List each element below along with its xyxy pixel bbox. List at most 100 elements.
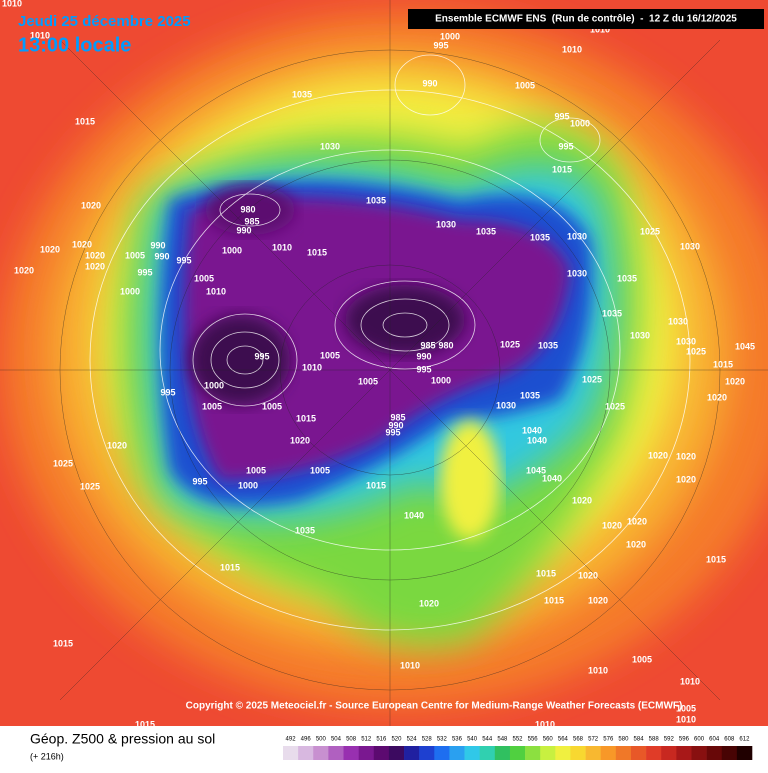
colorbar-cell: [449, 746, 465, 760]
colorbar-cell: [691, 746, 707, 760]
isobar-label: 1020: [572, 495, 592, 505]
isobar-label: 1025: [80, 481, 100, 491]
isobar-label: 1005: [632, 654, 652, 664]
colorbar-label: 504: [331, 737, 342, 743]
isobar-label: 1015: [552, 164, 572, 174]
copyright: Copyright © 2025 Meteociel.fr - Source E…: [186, 701, 683, 712]
isobar-label: 1020: [419, 598, 439, 608]
colorbar-cell: [555, 746, 571, 760]
isobar-label: 990: [388, 420, 403, 430]
colorbar-label: 536: [452, 737, 463, 743]
isobar-label: 1030: [320, 141, 340, 151]
isobar-label: 995: [433, 40, 448, 50]
colorbar-cell: [721, 746, 738, 760]
colorbar-label: 548: [497, 737, 508, 743]
isobar-label: 1010: [590, 24, 610, 34]
isobar-label: 1020: [40, 244, 60, 254]
isobar-label: 1020: [588, 595, 608, 605]
isobar-label: 1040: [522, 425, 542, 435]
colorbar-cell: [404, 746, 420, 760]
colorbar-cell: [585, 746, 602, 760]
isobar-label: 1045: [526, 465, 546, 475]
isobar-label: 1035: [602, 308, 622, 318]
colorbar: 492 496 500 504 508 512 516 520 524 528 532 536 540 5…: [283, 737, 753, 760]
colorbar-label: 524: [407, 737, 418, 743]
geopotential-field: [0, 0, 768, 726]
isobar-label: 1030: [680, 241, 700, 251]
colorbar-label: 516: [376, 737, 387, 743]
colorbar-label: 520: [391, 737, 402, 743]
isobar-label: 1010: [588, 665, 608, 675]
isobar-label: 1025: [500, 339, 520, 349]
colorbar-label: 528: [422, 737, 433, 743]
isobar-label: 1020: [81, 200, 101, 210]
isobar-label: 1010: [2, 0, 22, 8]
colorbar-label: 552: [512, 737, 523, 743]
isobar-label: 1010: [302, 362, 322, 372]
model: Ensemble ECMWF ENS (Run de contrôle) - 1…: [435, 14, 737, 25]
colorbar-label: 612: [739, 737, 750, 743]
isobar-label: 1015: [135, 719, 155, 729]
isobar-label: 1015: [220, 562, 240, 572]
isobar-label: 995: [416, 364, 431, 374]
isobar-label: 1000: [120, 286, 140, 296]
isobar-label: 1005: [125, 250, 145, 260]
colorbar-label: 580: [618, 737, 629, 743]
colorbar-label: 596: [679, 737, 690, 743]
legend-title: Géop. Z500 & pression au sol: [30, 731, 215, 747]
colorbar-cell: [494, 746, 511, 760]
isobar-label: 1035: [366, 195, 386, 205]
isobar-label: 1015: [544, 595, 564, 605]
isobar-label: 1020: [290, 435, 310, 445]
isobar-label: 1020: [676, 474, 696, 484]
isobar-label: 995: [192, 476, 207, 486]
isobar-label: 990: [416, 351, 431, 361]
colorbar-cell: [464, 746, 480, 760]
isobar-label: 1000: [440, 31, 460, 41]
isobar-label: 1030: [668, 316, 688, 326]
isobar-label: 1030: [567, 231, 587, 241]
colorbar-label: 544: [482, 737, 493, 743]
isobar-label: 990: [150, 240, 165, 250]
isobar-label: 1015: [53, 638, 73, 648]
isobar-label: 990: [422, 78, 437, 88]
colorbar-cell: [343, 746, 359, 760]
isobar-label: 1010: [676, 714, 696, 724]
isobar-label: 990: [236, 225, 251, 235]
colorbar-label: 512: [361, 737, 372, 743]
isobar-label: 1010: [562, 44, 582, 54]
isobar-label: 1035: [530, 232, 550, 242]
isobar-label: 990: [154, 251, 169, 261]
isobar-label: 1005: [320, 350, 340, 360]
colorbar-label: 600: [694, 737, 705, 743]
isobar-label: 1005: [310, 465, 330, 475]
colorbar-cell: [676, 746, 692, 760]
colorbar-label: 496: [301, 737, 312, 743]
colorbar-cell: [600, 746, 617, 760]
colorbar-cell: [419, 746, 435, 760]
colorbar-label: 508: [346, 737, 357, 743]
isobar-label: 1030: [676, 336, 696, 346]
isobar-label: 1005: [515, 80, 535, 90]
colorbar-cell: [509, 746, 526, 760]
isobar-label: 1015: [75, 116, 95, 126]
colorbar-cell: [661, 746, 677, 760]
colorbar-cell: [706, 746, 723, 760]
isobar-label: 980: [240, 204, 255, 214]
colorbar-label: 588: [649, 737, 660, 743]
isobar-label: 1025: [686, 346, 706, 356]
isobar-label: 995: [254, 351, 269, 361]
isobar-label: 1010: [400, 660, 420, 670]
isobar-label: 1025: [640, 226, 660, 236]
isobar-label: 1010: [206, 286, 226, 296]
isobar-label: 1020: [14, 265, 34, 275]
isobar-label: 1030: [436, 219, 456, 229]
isobar-label: 1030: [567, 268, 587, 278]
isobar-label: 1010: [272, 242, 292, 252]
isobar-label: 1025: [53, 458, 73, 468]
colorbar-cell: [434, 746, 450, 760]
colorbar-cell: [358, 746, 375, 760]
isobar-label: 1000: [222, 245, 242, 255]
